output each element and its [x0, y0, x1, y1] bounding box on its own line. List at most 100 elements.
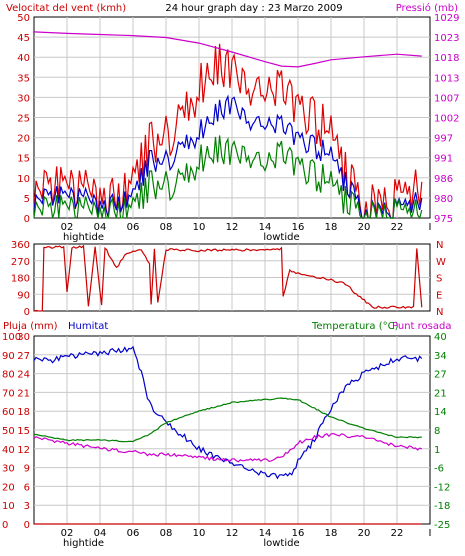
rain-y-tick-label: 60: [2, 407, 15, 418]
climate-panel-x-note-label: lowtide: [263, 538, 299, 549]
wind-y-tick-label: 0: [24, 214, 30, 225]
humidity-y-tick-label: 6: [24, 482, 30, 493]
wind-panel-x-tick-label: 20: [358, 222, 371, 233]
temperature-y-tick-label: 21: [434, 388, 447, 399]
wind-y-tick-label: 45: [17, 33, 30, 44]
compass-label: E: [436, 290, 442, 301]
wind-y-tick-label: 40: [17, 53, 30, 64]
humidity-y-tick-label: 3: [24, 501, 30, 512]
direction-y-tick-label: 360: [11, 240, 30, 251]
climate-panel-x-tick-label: 16: [292, 528, 305, 539]
pressure-y-tick-label: 997: [434, 134, 453, 145]
pressure-y-tick-label: 1023: [434, 33, 459, 44]
temperature-series-line: [33, 397, 422, 443]
wind-panel-x-tick-label: 12: [226, 222, 239, 233]
wind-panel-x-tick-label: 04: [94, 222, 107, 233]
humidity-y-tick-label: 21: [17, 388, 30, 399]
temperature-y-tick-label: 27: [434, 370, 447, 381]
climate-panel-x-end-tick: I: [429, 528, 432, 539]
rain-y-tick-label: 80: [2, 370, 15, 381]
rain-y-tick-label: 10: [2, 501, 15, 512]
compass-label: N: [436, 240, 443, 251]
direction-y-tick-label: 0: [24, 307, 30, 318]
wind-panel-x-end-tick: I: [429, 222, 432, 233]
wind-panel-x-note-label: lowtide: [263, 232, 299, 243]
climate-panel-x-note-label: hightide: [63, 538, 104, 549]
dewpoint-series-line: [33, 432, 422, 463]
humidity-y-tick-label: 24: [17, 370, 30, 381]
wind-y-tick-label: 30: [17, 93, 30, 104]
humidity-y-tick-label: 12: [17, 445, 30, 456]
climate-panel-x-tick-label: 22: [391, 528, 404, 539]
rain-y-tick-label: 0: [2, 520, 8, 531]
humidity-axis-title: Humitat: [68, 321, 108, 332]
compass-label: S: [436, 274, 442, 285]
wind-direction-line: [33, 244, 423, 312]
temperature-y-tick-label: 34: [434, 351, 447, 362]
climate-panel-x-tick-label: 20: [358, 528, 371, 539]
temperature-y-tick-label: 8: [434, 426, 440, 437]
rain-y-tick-label: 90: [2, 351, 15, 362]
wind-y-tick-label: 5: [24, 194, 30, 205]
pressure-y-tick-label: 986: [434, 174, 453, 185]
pressure-y-tick-label: 1007: [434, 93, 459, 104]
rain-y-tick-label: 40: [2, 445, 15, 456]
wind-y-tick-label: 20: [17, 134, 30, 145]
pressure-y-tick-label: 1002: [434, 114, 459, 125]
humidity-y-tick-label: 30: [17, 332, 30, 343]
rain-y-tick-label: 50: [2, 426, 15, 437]
direction-y-tick-label: 180: [11, 274, 30, 285]
climate-panel-x-tick-label: 08: [160, 528, 173, 539]
climate-panel-x-tick-label: 18: [325, 528, 338, 539]
wind-axis-title: Velocitat del vent (kmh): [6, 3, 126, 14]
wind-panel-x-tick-label: 18: [325, 222, 338, 233]
pressure-y-tick-label: 1013: [434, 73, 459, 84]
climate-panel-x-tick-label: 10: [193, 528, 206, 539]
wind-panel-x-tick-label: 06: [127, 222, 140, 233]
wind-y-tick-label: 50: [17, 13, 30, 24]
pressure-y-tick-label: 1018: [434, 53, 459, 64]
wind-y-tick-label: 15: [17, 154, 30, 165]
compass-label: N: [436, 307, 443, 318]
climate-panel-x-tick-label: 02: [61, 528, 74, 539]
pressure-series-line: [33, 31, 422, 68]
temperature-y-tick-label: -18: [434, 501, 450, 512]
wind-panel-x-tick-label: 08: [160, 222, 173, 233]
humidity-y-tick-label: 27: [17, 351, 30, 362]
wind-panel-x-tick-label: 14: [259, 222, 272, 233]
pressure-axis-title: Pressió (mb): [396, 2, 458, 14]
wind-y-tick-label: 35: [17, 73, 30, 84]
humidity-y-tick-label: 18: [17, 407, 30, 418]
climate-panel-x-tick-label: 12: [226, 528, 239, 539]
rain-y-tick-label: 100: [2, 332, 21, 343]
wind-y-tick-label: 10: [17, 174, 30, 185]
humidity-y-tick-label: 9: [24, 464, 30, 475]
climate-panel-x-tick-label: 04: [94, 528, 107, 539]
temperature-y-tick-label: -6: [434, 464, 444, 475]
humidity-y-tick-label: 15: [17, 426, 30, 437]
climate-panel-x-tick-label: 06: [127, 528, 140, 539]
temperature-axis-title: Temperatura (°C): [311, 321, 399, 332]
temperature-y-tick-label: -12: [434, 482, 450, 493]
humidity-y-tick-label: 0: [24, 520, 30, 531]
pressure-y-tick-label: 1029: [434, 13, 459, 24]
low-wind-series-line: [33, 135, 423, 220]
rain-y-tick-label: 20: [2, 482, 15, 493]
temperature-y-tick-label: 1: [434, 445, 440, 456]
dewpoint-axis-title: Punt rosada: [392, 321, 451, 332]
wind-y-tick-label: 25: [17, 114, 30, 125]
average-wind-series-line: [33, 94, 423, 219]
wind-panel-x-tick-label: 22: [391, 222, 404, 233]
temperature-y-tick-label: -25: [434, 520, 450, 531]
wind-panel-x-tick-label: 02: [61, 222, 74, 233]
pressure-y-tick-label: 975: [434, 214, 453, 225]
pressure-y-tick-label: 991: [434, 154, 453, 165]
pressure-y-tick-label: 980: [434, 194, 453, 205]
temperature-y-tick-label: 40: [434, 332, 447, 343]
wind-panel-x-tick-label: 16: [292, 222, 305, 233]
chart-title: 24 hour graph day : 23 Marzo 2009: [165, 3, 342, 14]
compass-label: W: [436, 257, 446, 268]
wind-panel-x-tick-label: 10: [193, 222, 206, 233]
temperature-y-tick-label: 14: [434, 407, 447, 418]
